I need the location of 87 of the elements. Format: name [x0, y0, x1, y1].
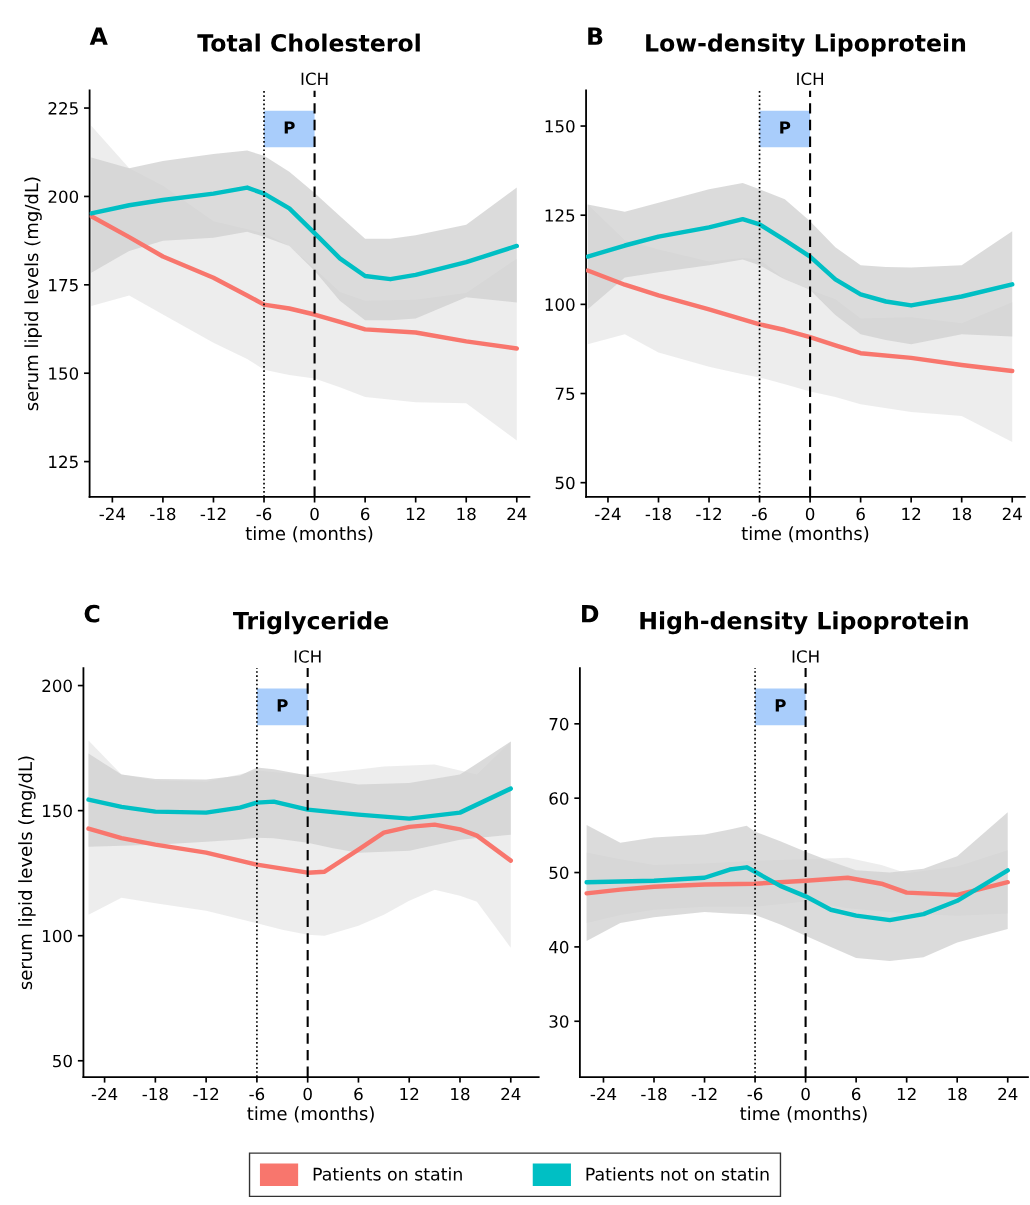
line-series — [586, 268, 1015, 374]
y-tick-label: 60 — [549, 792, 569, 805]
chart-title: Total Cholesterol — [197, 33, 420, 52]
y-tick-label: 70 — [549, 717, 569, 731]
band-label: P — [775, 699, 786, 712]
chart-title: Triglyceride — [233, 611, 389, 635]
x-axis-title: time (months) — [247, 1106, 374, 1123]
x-tick-label: -24 — [91, 1087, 118, 1101]
chart-title: High-density Lipoprotein — [640, 611, 968, 635]
line-series — [86, 786, 513, 821]
line-series — [584, 865, 1010, 923]
x-tick-label: -24 — [595, 507, 621, 521]
text: C — [84, 604, 100, 623]
y-tick-label: 75 — [555, 387, 575, 401]
y-tick-label: 100 — [545, 298, 575, 311]
text: B — [588, 27, 603, 45]
band-label: P — [780, 121, 791, 134]
x-axis-title: time (months) — [740, 1106, 867, 1123]
x-tick-label: 0 — [801, 1087, 810, 1101]
x-tick-label: 24 — [1002, 507, 1022, 521]
legend-label: Patients not on statin — [586, 1167, 769, 1181]
y-axis-title: serum lipid levels (mg/dL) — [18, 756, 36, 990]
x-tick-label: 6 — [360, 507, 370, 521]
ref-line-label: ICH — [301, 72, 328, 86]
x-tick-label: -6 — [256, 507, 272, 521]
ref-line-label: ICH — [797, 72, 823, 86]
x-tick-label: 18 — [457, 507, 476, 521]
x-tick-label: 12 — [400, 1087, 419, 1101]
y-tick-label: 175 — [49, 279, 78, 292]
x-tick-label: -18 — [142, 1087, 168, 1101]
x-tick-label: -24 — [99, 507, 126, 521]
x-tick-label: -18 — [641, 1087, 667, 1101]
y-tick-label: 30 — [549, 1015, 569, 1028]
y-tick-label: 150 — [545, 120, 575, 133]
x-axis-title: time (months) — [741, 526, 869, 543]
x-tick-label: 24 — [501, 1087, 521, 1101]
y-tick-label: 200 — [42, 679, 72, 693]
chart-title: Low-density Lipoprotein — [646, 33, 966, 57]
y-tick-label: 100 — [43, 929, 72, 943]
line-series — [586, 216, 1015, 308]
line-series — [89, 185, 519, 282]
x-tick-label: 6 — [354, 1087, 363, 1101]
line-series — [584, 875, 1010, 898]
x-tick-label: 18 — [948, 1087, 967, 1101]
x-tick-label: -18 — [150, 507, 176, 521]
y-tick-label: 225 — [48, 102, 78, 115]
x-tick-label: -24 — [590, 1087, 617, 1101]
x-tick-label: 12 — [902, 507, 921, 521]
x-tick-label: 0 — [805, 507, 815, 521]
ref-line-label: ICH — [792, 650, 819, 663]
x-axis-title: time (months) — [245, 526, 373, 543]
x-tick-label: -18 — [645, 507, 671, 521]
x-tick-label: -6 — [752, 507, 767, 521]
x-tick-label: 0 — [303, 1087, 312, 1101]
y-tick-label: 50 — [549, 866, 569, 880]
y-tick-label: 125 — [49, 455, 78, 469]
x-tick-label: 12 — [406, 507, 425, 521]
ref-line-label: ICH — [294, 650, 321, 663]
text: D — [582, 605, 599, 623]
y-tick-label: 150 — [43, 804, 72, 818]
y-tick-label: 40 — [549, 940, 569, 954]
legend-label: Patients on statin — [313, 1167, 462, 1181]
x-tick-label: -6 — [249, 1087, 265, 1101]
line-series — [89, 214, 519, 351]
x-tick-label: 6 — [856, 507, 865, 521]
x-tick-label: -12 — [193, 1087, 219, 1101]
x-tick-label: -12 — [696, 507, 721, 521]
x-tick-label: 18 — [451, 1087, 470, 1101]
x-tick-label: 6 — [851, 1087, 861, 1101]
y-tick-label: 150 — [49, 367, 79, 380]
y-tick-label: 50 — [555, 476, 575, 490]
x-tick-label: -6 — [747, 1087, 763, 1101]
y-tick-label: 50 — [53, 1054, 72, 1068]
y-axis-title: serum lipid levels (mg/dL) — [24, 177, 42, 411]
x-tick-label: 18 — [952, 507, 972, 521]
y-tick-label: 200 — [48, 190, 79, 203]
x-tick-label: -12 — [200, 507, 226, 521]
line-series — [86, 822, 513, 875]
band-label: P — [277, 699, 288, 712]
text: A — [89, 27, 108, 45]
x-tick-label: -12 — [691, 1087, 717, 1101]
x-tick-label: 24 — [998, 1087, 1018, 1101]
x-tick-label: 12 — [897, 1087, 916, 1101]
y-tick-label: 125 — [545, 209, 575, 222]
band-label: P — [284, 121, 295, 134]
x-tick-label: 24 — [507, 507, 527, 521]
x-tick-label: 0 — [310, 507, 319, 521]
